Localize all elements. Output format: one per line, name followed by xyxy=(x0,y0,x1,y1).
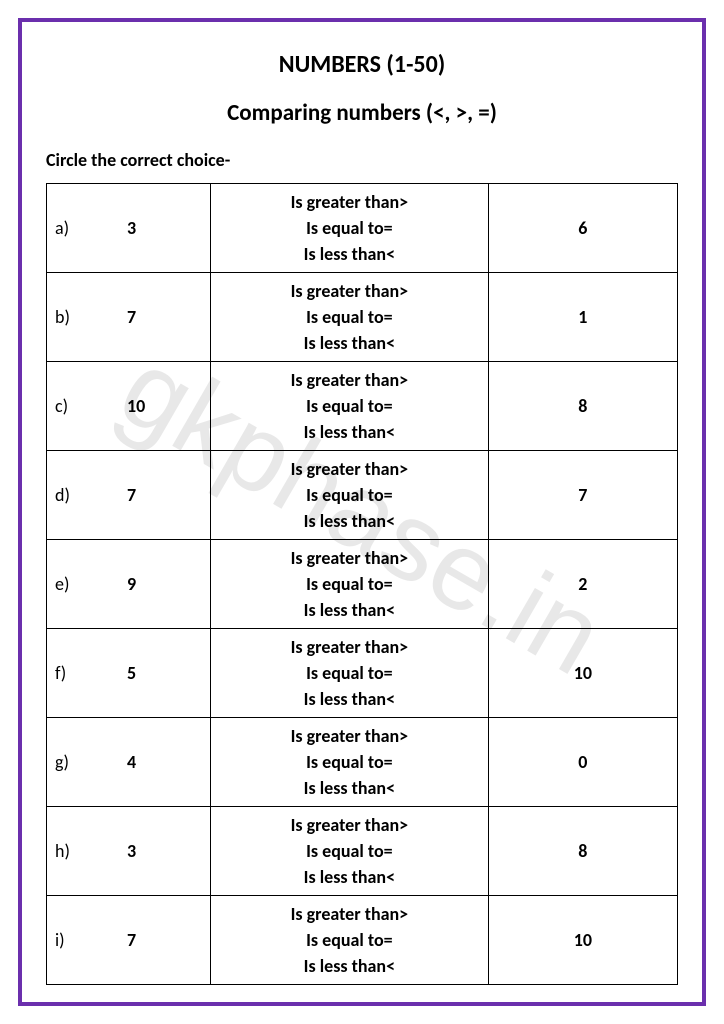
table-row: a)3Is greater than>Is equal to=Is less t… xyxy=(47,184,678,273)
table-row: i)7Is greater than>Is equal to=Is less t… xyxy=(47,896,678,985)
table-row: e)9Is greater than>Is equal to=Is less t… xyxy=(47,540,678,629)
choice-less: Is less than< xyxy=(211,508,488,534)
table-row: h)3Is greater than>Is equal to=Is less t… xyxy=(47,807,678,896)
second-number: 1 xyxy=(488,273,677,362)
second-number: 8 xyxy=(488,807,677,896)
choice-greater: Is greater than> xyxy=(211,456,488,482)
comparison-choices: Is greater than>Is equal to=Is less than… xyxy=(211,718,489,807)
second-number: 10 xyxy=(488,896,677,985)
second-number: 10 xyxy=(488,629,677,718)
choice-less: Is less than< xyxy=(211,775,488,801)
choice-equal: Is equal to= xyxy=(211,927,488,953)
first-number: 5 xyxy=(97,629,211,718)
choice-greater: Is greater than> xyxy=(211,367,488,393)
comparison-choices: Is greater than>Is equal to=Is less than… xyxy=(211,273,489,362)
second-number: 2 xyxy=(488,540,677,629)
choice-greater: Is greater than> xyxy=(211,545,488,571)
choice-greater: Is greater than> xyxy=(211,189,488,215)
choice-less: Is less than< xyxy=(211,419,488,445)
second-number: 6 xyxy=(488,184,677,273)
row-label: i) xyxy=(47,896,97,985)
comparison-choices: Is greater than>Is equal to=Is less than… xyxy=(211,540,489,629)
choice-greater: Is greater than> xyxy=(211,723,488,749)
comparison-choices: Is greater than>Is equal to=Is less than… xyxy=(211,362,489,451)
choice-greater: Is greater than> xyxy=(211,278,488,304)
table-row: d)7Is greater than>Is equal to=Is less t… xyxy=(47,451,678,540)
choice-greater: Is greater than> xyxy=(211,901,488,927)
choice-equal: Is equal to= xyxy=(211,838,488,864)
table-row: b)7Is greater than>Is equal to=Is less t… xyxy=(47,273,678,362)
choice-greater: Is greater than> xyxy=(211,812,488,838)
choice-less: Is less than< xyxy=(211,597,488,623)
row-label: d) xyxy=(47,451,97,540)
first-number: 10 xyxy=(97,362,211,451)
choice-equal: Is equal to= xyxy=(211,215,488,241)
worksheet-table: a)3Is greater than>Is equal to=Is less t… xyxy=(46,183,678,985)
first-number: 4 xyxy=(97,718,211,807)
choice-equal: Is equal to= xyxy=(211,393,488,419)
row-label: a) xyxy=(47,184,97,273)
row-label: e) xyxy=(47,540,97,629)
second-number: 8 xyxy=(488,362,677,451)
choice-greater: Is greater than> xyxy=(211,634,488,660)
row-label: h) xyxy=(47,807,97,896)
comparison-choices: Is greater than>Is equal to=Is less than… xyxy=(211,896,489,985)
comparison-choices: Is greater than>Is equal to=Is less than… xyxy=(211,629,489,718)
row-label: f) xyxy=(47,629,97,718)
choice-less: Is less than< xyxy=(211,686,488,712)
first-number: 3 xyxy=(97,184,211,273)
page-title: NUMBERS (1-50) xyxy=(46,50,678,79)
comparison-choices: Is greater than>Is equal to=Is less than… xyxy=(211,451,489,540)
choice-equal: Is equal to= xyxy=(211,749,488,775)
choice-equal: Is equal to= xyxy=(211,660,488,686)
second-number: 0 xyxy=(488,718,677,807)
first-number: 7 xyxy=(97,451,211,540)
page-subtitle: Comparing numbers (<, >, =) xyxy=(46,99,678,127)
first-number: 7 xyxy=(97,896,211,985)
comparison-choices: Is greater than>Is equal to=Is less than… xyxy=(211,184,489,273)
row-label: g) xyxy=(47,718,97,807)
choice-less: Is less than< xyxy=(211,864,488,890)
choice-less: Is less than< xyxy=(211,953,488,979)
choice-less: Is less than< xyxy=(211,241,488,267)
choice-equal: Is equal to= xyxy=(211,304,488,330)
worksheet-border: gkphase.in NUMBERS (1-50) Comparing numb… xyxy=(18,18,706,1006)
row-label: c) xyxy=(47,362,97,451)
table-row: f)5Is greater than>Is equal to=Is less t… xyxy=(47,629,678,718)
choice-equal: Is equal to= xyxy=(211,482,488,508)
first-number: 7 xyxy=(97,273,211,362)
comparison-choices: Is greater than>Is equal to=Is less than… xyxy=(211,807,489,896)
table-row: c)10Is greater than>Is equal to=Is less … xyxy=(47,362,678,451)
second-number: 7 xyxy=(488,451,677,540)
choice-less: Is less than< xyxy=(211,330,488,356)
worksheet-content: NUMBERS (1-50) Comparing numbers (<, >, … xyxy=(46,50,678,985)
choice-equal: Is equal to= xyxy=(211,571,488,597)
instruction-text: Circle the correct choice- xyxy=(46,149,678,171)
first-number: 9 xyxy=(97,540,211,629)
table-row: g)4Is greater than>Is equal to=Is less t… xyxy=(47,718,678,807)
row-label: b) xyxy=(47,273,97,362)
first-number: 3 xyxy=(97,807,211,896)
